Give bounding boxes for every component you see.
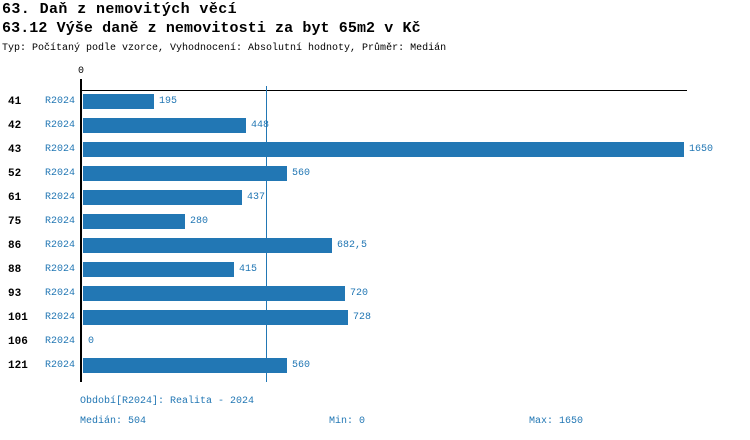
chart-row: 61 R2024 437 [0, 186, 750, 210]
series-label: R2024 [45, 192, 76, 203]
chart-row: 106 R2024 0 [0, 330, 750, 354]
value-label: 720 [350, 288, 369, 299]
chart-row: 43 R2024 1650 [0, 138, 750, 162]
category-label: 86 [8, 240, 22, 252]
chart-rows: 41 R2024 195 42 R2024 448 43 R2024 1650 52 R2024 56… [0, 90, 750, 378]
chart-row: 121 R2024 560 [0, 354, 750, 378]
value-label: 682,5 [337, 240, 368, 251]
series-label: R2024 [45, 264, 76, 275]
value-bar [83, 166, 287, 181]
chart-row: 93 R2024 720 [0, 282, 750, 306]
value-bar [83, 118, 246, 133]
y-axis-line [80, 79, 82, 382]
chart-row: 88 R2024 415 [0, 258, 750, 282]
series-label: R2024 [45, 216, 76, 227]
footer-median: Medián: 504 [80, 416, 147, 427]
series-label: R2024 [45, 96, 76, 107]
value-bar [83, 190, 242, 205]
category-label: 41 [8, 96, 22, 108]
category-label: 93 [8, 288, 22, 300]
chart-meta-info: Typ: Počítaný podle vzorce, Vyhodnocení:… [2, 43, 447, 54]
category-label: 88 [8, 264, 22, 276]
category-label: 52 [8, 168, 22, 180]
page-title: 63. Daň z nemovitých věcí [2, 1, 238, 18]
series-label: R2024 [45, 144, 76, 155]
series-label: R2024 [45, 312, 76, 323]
median-line [266, 86, 267, 382]
category-label: 101 [8, 312, 28, 324]
footer-min: Min: 0 [329, 416, 366, 427]
value-label: 280 [190, 216, 209, 227]
value-label: 728 [353, 312, 372, 323]
category-label: 43 [8, 144, 22, 156]
x-axis-zero-tick-label: 0 [77, 66, 84, 77]
value-label: 415 [239, 264, 258, 275]
value-label: 195 [159, 96, 178, 107]
value-bar [83, 262, 234, 277]
series-label: R2024 [45, 360, 76, 371]
series-label: R2024 [45, 168, 76, 179]
category-label: 42 [8, 120, 22, 132]
value-bar [83, 94, 154, 109]
category-label: 75 [8, 216, 22, 228]
footer-max: Max: 1650 [529, 416, 584, 427]
value-bar [83, 310, 348, 325]
series-label: R2024 [45, 120, 76, 131]
value-label: 437 [247, 192, 266, 203]
value-bar [83, 286, 345, 301]
chart-row: 41 R2024 195 [0, 90, 750, 114]
value-label: 560 [292, 168, 311, 179]
chart-row: 75 R2024 280 [0, 210, 750, 234]
footer-period: Období[R2024]: Realita - 2024 [80, 396, 255, 407]
value-label: 0 [88, 336, 95, 347]
series-label: R2024 [45, 336, 76, 347]
x-axis-line [82, 90, 687, 91]
value-bar [83, 214, 185, 229]
value-label: 560 [292, 360, 311, 371]
chart-row: 52 R2024 560 [0, 162, 750, 186]
value-bar [83, 238, 332, 253]
series-label: R2024 [45, 240, 76, 251]
chart-row: 42 R2024 448 [0, 114, 750, 138]
value-label: 448 [251, 120, 270, 131]
value-label: 1650 [689, 144, 714, 155]
category-label: 61 [8, 192, 22, 204]
chart-row: 101 R2024 728 [0, 306, 750, 330]
category-label: 121 [8, 360, 28, 372]
chart-subtitle: 63.12 Výše daně z nemovitosti za byt 65m… [2, 20, 421, 37]
chart-row: 86 R2024 682,5 [0, 234, 750, 258]
value-bar [83, 358, 287, 373]
series-label: R2024 [45, 288, 76, 299]
value-bar [83, 142, 684, 157]
category-label: 106 [8, 336, 28, 348]
